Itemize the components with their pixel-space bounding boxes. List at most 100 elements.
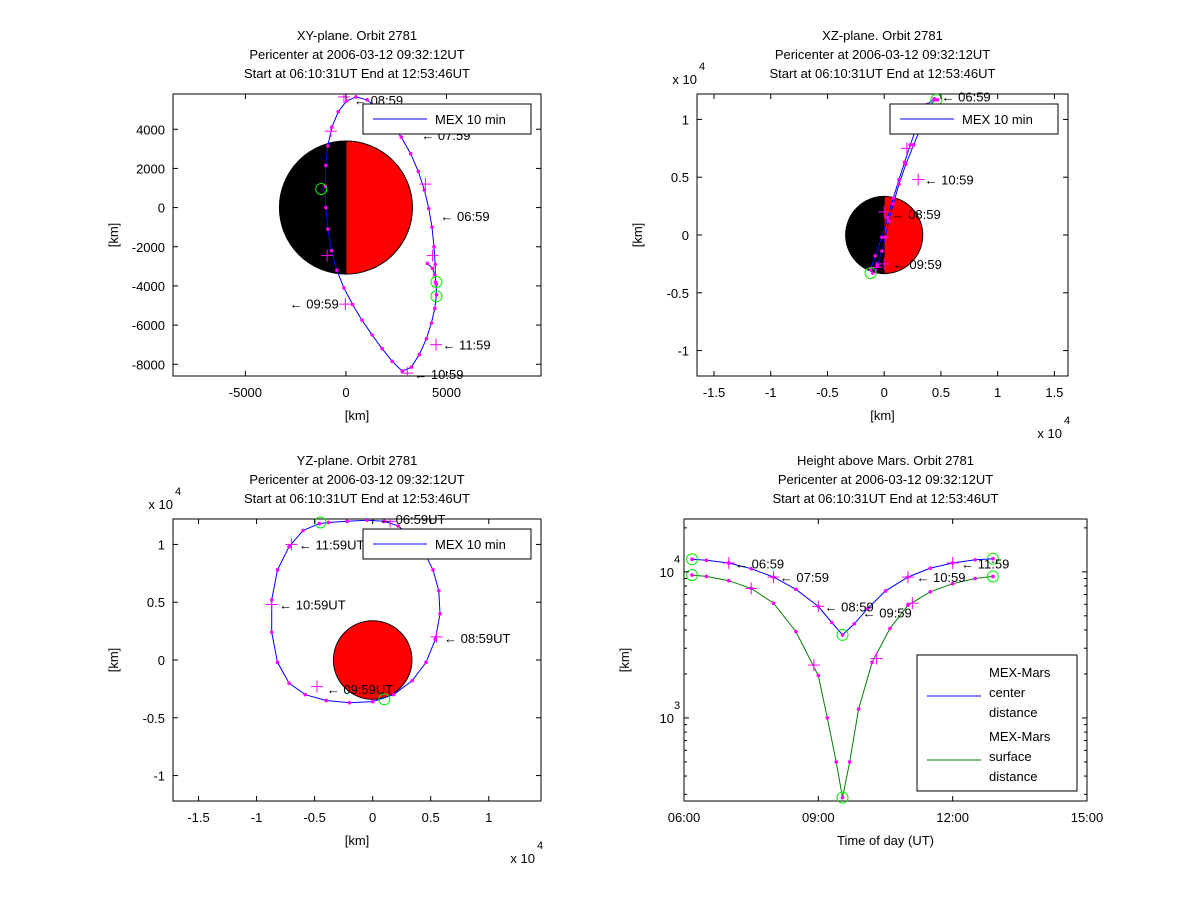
series-line-1-point — [690, 573, 694, 577]
series-line-0-point — [840, 633, 845, 637]
orbit-line-point — [431, 568, 435, 572]
x-tick-label: -0.5 — [303, 810, 325, 825]
y-tick-label: -8000 — [132, 357, 165, 372]
orbit-line-point — [399, 135, 404, 139]
time-annotation: ← 09:59 — [893, 257, 942, 272]
x-tick-label: 0 — [881, 385, 888, 400]
series-line-0-point — [749, 566, 753, 571]
series-line-1-point — [816, 673, 821, 678]
orbit-line-point — [337, 0, 341, 2]
time-annotation: ← 10:59 — [414, 367, 463, 382]
orbit-line-point — [873, 254, 877, 258]
orbit-line-point — [344, 0, 348, 2]
y-tick-label: 1 — [158, 537, 165, 552]
x-tick-label: -0.5 — [816, 385, 838, 400]
orbit-line-point — [416, 169, 421, 174]
x-tick-label: -5000 — [229, 385, 262, 400]
plot-content — [265, 519, 443, 705]
y-tick-label: 10 — [660, 565, 674, 580]
series-line-1-point — [856, 707, 861, 711]
x-exponent-label: x 10 — [1037, 426, 1062, 441]
chart-title-line: Start at 06:10:31UT End at 12:53:46UT — [244, 66, 470, 81]
orbit-line-point — [326, 520, 331, 525]
chart-title-line: XZ-plane. Orbit 2781 — [822, 28, 943, 43]
series-line-0-point — [794, 587, 798, 592]
orbit-line-point — [419, 0, 423, 2]
orbit-line-point — [932, 97, 936, 102]
orbit-line-point — [345, 519, 349, 524]
orbit-line-point — [287, 681, 291, 685]
orbit-line-point — [935, 97, 940, 102]
orbit-line-point — [430, 266, 435, 271]
x-axis-label: [km] — [870, 408, 895, 423]
orbit-line-point — [354, 0, 358, 2]
orbit-line-point — [880, 249, 884, 253]
orbit-line-point — [868, 267, 873, 272]
start-end-marker — [430, 276, 443, 288]
y-tick-label: -1 — [677, 344, 689, 359]
start-end-marker — [836, 791, 849, 804]
orbit-line-point — [437, 588, 441, 593]
legend-label: MEX-Mars — [989, 665, 1051, 680]
time-annotation: ← 06:59UT — [379, 512, 446, 527]
orbit-line-point — [324, 205, 328, 210]
series-line-1-point — [825, 716, 830, 720]
orbit-line-point — [424, 660, 428, 665]
y-tick-label: -2000 — [132, 240, 165, 255]
orbit-line-point — [891, 196, 896, 200]
orbit-line-point — [897, 177, 901, 182]
orbit-line-point — [347, 700, 352, 705]
series-line-1-point — [950, 581, 955, 586]
x-exponent-power: 4 — [1064, 415, 1070, 427]
x-tick-label: 15:00 — [1071, 810, 1104, 825]
orbit-line-point — [885, 215, 890, 220]
x-tick-label: -1 — [251, 810, 263, 825]
chart-title-line: Pericenter at 2006-03-12 09:32:12UT — [249, 47, 464, 62]
orbit-line-point — [365, 519, 369, 522]
x-tick-label: -1 — [765, 385, 777, 400]
orbit-line-point — [393, 0, 397, 2]
legend-label: center — [989, 685, 1026, 700]
y-axis-label: [km] — [617, 648, 632, 673]
x-tick-label: 1 — [994, 385, 1001, 400]
series-line-1-point — [840, 795, 845, 800]
chart-xy: XY-plane. Orbit 2781 Pericenter at 2006-0… — [106, 0, 542, 423]
orbit-line-point — [365, 98, 369, 102]
legend-label: MEX 10 min — [435, 112, 506, 127]
orbit-line-point — [380, 346, 384, 351]
orbit-line-point — [886, 219, 891, 223]
orbit-line-point — [275, 660, 280, 665]
orbit-line-point — [897, 182, 901, 186]
orbit-line-point — [432, 244, 436, 249]
orbit-line-point — [342, 286, 346, 290]
orbit-line-point — [433, 262, 438, 267]
legend-label: MEX 10 min — [962, 112, 1033, 127]
orbit-line-point — [410, 679, 414, 683]
orbit-line-point — [400, 369, 405, 373]
orbit-line-point — [430, 225, 434, 229]
start-end-marker — [686, 569, 699, 582]
orbit-line — [324, 96, 437, 372]
legend-label: surface — [989, 749, 1032, 764]
x-tick-label: 1.5 — [1045, 385, 1063, 400]
series-line-1-point — [973, 576, 977, 581]
x-tick-label: 0.5 — [422, 810, 440, 825]
orbit-line-point — [396, 524, 401, 528]
orbit-line-point — [301, 528, 305, 533]
y-tick-exponent: 4 — [674, 554, 680, 566]
time-annotation: ← 10:59 — [925, 173, 974, 188]
orbit-line-point — [880, 235, 884, 240]
series-line-0-point — [690, 557, 694, 562]
orbit-line-point — [329, 248, 334, 253]
orbit-line-point — [433, 306, 437, 311]
orbit-line-point — [275, 568, 280, 572]
chart-xz: XZ-plane. Orbit 2781 Pericenter at 2006-0… — [630, 28, 1070, 441]
orbit-line-point — [408, 151, 413, 156]
x-exponent-power: 4 — [537, 840, 543, 852]
legend-label: MEX 10 min — [435, 537, 506, 552]
orbit-line-point — [424, 336, 429, 341]
series-line-0-point — [973, 557, 977, 562]
series-line-1-point — [847, 760, 852, 764]
y-tick-label: 0 — [682, 228, 689, 243]
